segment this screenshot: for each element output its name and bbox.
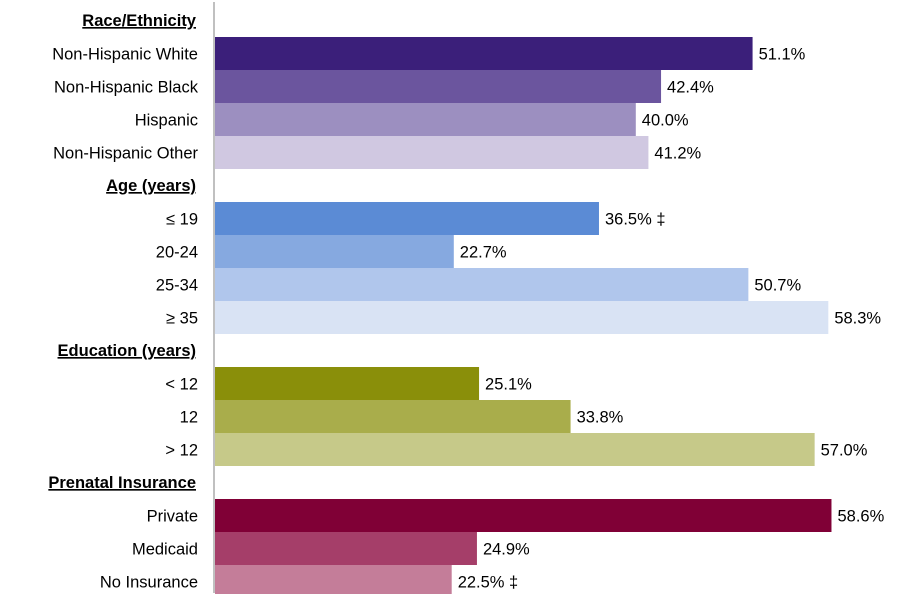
bar xyxy=(215,499,831,532)
category-label: ≤ 19 xyxy=(166,211,198,229)
bar xyxy=(215,37,753,70)
category-label: 12 xyxy=(180,409,198,427)
data-label: 42.4% xyxy=(667,79,714,97)
category-label: 25-34 xyxy=(156,277,198,295)
data-label: 58.3% xyxy=(834,310,881,328)
group-heading: Race/Ethnicity xyxy=(82,12,197,30)
category-label: Non-Hispanic White xyxy=(52,46,198,64)
data-label: 24.9% xyxy=(483,541,530,559)
data-label: 22.5% ‡ xyxy=(458,574,519,592)
data-label: 33.8% xyxy=(577,409,624,427)
data-label: 40.0% xyxy=(642,112,689,130)
bar xyxy=(215,202,599,235)
bar xyxy=(215,532,477,565)
data-label: 50.7% xyxy=(754,277,801,295)
category-label: Medicaid xyxy=(132,541,198,559)
bar xyxy=(215,70,661,103)
category-label: Non-Hispanic Other xyxy=(53,145,198,163)
chart-marks: Race/Ethnicity Non-Hispanic White 51.1% Non… xyxy=(48,12,884,594)
group-heading: Prenatal Insurance xyxy=(48,474,196,492)
data-label: 51.1% xyxy=(759,46,806,64)
data-label: 36.5% ‡ xyxy=(605,211,666,229)
category-label: Non-Hispanic Black xyxy=(54,79,199,97)
data-label: 57.0% xyxy=(821,442,868,460)
category-label: ≥ 35 xyxy=(166,310,198,328)
bar xyxy=(215,235,454,268)
category-label: > 12 xyxy=(165,442,198,460)
category-label: Hispanic xyxy=(135,112,198,130)
bar xyxy=(215,367,479,400)
bar xyxy=(215,565,452,594)
bar xyxy=(215,268,748,301)
bar xyxy=(215,103,636,136)
category-label: < 12 xyxy=(165,376,198,394)
data-label: 58.6% xyxy=(837,508,884,526)
data-label: 25.1% xyxy=(485,376,532,394)
category-label: Private xyxy=(147,508,198,526)
group-heading: Age (years) xyxy=(106,177,196,195)
group-heading: Education (years) xyxy=(58,342,196,360)
data-label: 41.2% xyxy=(654,145,701,163)
bar xyxy=(215,301,828,334)
bar xyxy=(215,400,571,433)
bar xyxy=(215,433,815,466)
bar xyxy=(215,136,648,169)
data-label: 22.7% xyxy=(460,244,507,262)
category-label: 20-24 xyxy=(156,244,198,262)
category-label: No Insurance xyxy=(100,574,198,592)
